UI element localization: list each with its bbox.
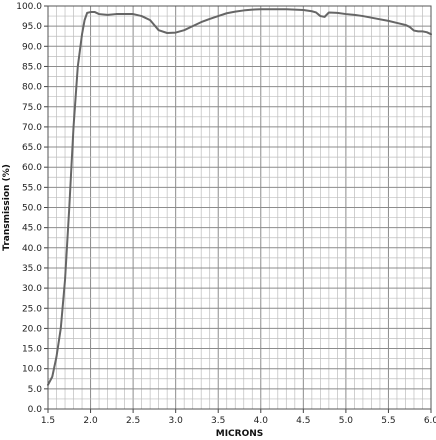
x-tick-label: 1.5	[41, 416, 55, 426]
y-tick-label: 40.0	[22, 244, 42, 254]
y-tick-label: 90.0	[22, 42, 42, 52]
x-tick-label: 5.0	[339, 416, 354, 426]
x-tick-label: 2.5	[126, 416, 140, 426]
y-tick-label: 20.0	[22, 324, 42, 334]
y-tick-label: 55.0	[22, 183, 42, 193]
y-tick-label: 10.0	[22, 365, 42, 375]
x-tick-label: 6.0	[424, 416, 436, 426]
x-tick-label: 4.0	[254, 416, 269, 426]
transmission-line	[47, 8, 432, 386]
y-tick-label: 70.0	[22, 123, 42, 133]
y-tick-label: 85.0	[22, 62, 42, 72]
y-tick-label: 30.0	[22, 284, 42, 294]
y-tick-label: 35.0	[22, 264, 42, 274]
y-tick-label: 100.0	[16, 2, 42, 12]
x-tick-labels: 1.5 2.0 2.5 3.0 3.5 4.0 4.5 5.0 5.5 6.0	[41, 409, 436, 426]
y-tick-label: 95.0	[22, 22, 42, 32]
grid	[47, 5, 432, 410]
y-axis-title: Transmission (%)	[2, 164, 12, 251]
y-tick-labels: 0.0 5.0 10.0 15.0 20.0 25.0 30.0 35.0 40.0 45.0 50…	[16, 2, 48, 415]
y-tick-label: 15.0	[22, 345, 42, 355]
y-tick-label: 65.0	[22, 143, 42, 153]
x-tick-label: 4.5	[296, 416, 310, 426]
y-tick-label: 45.0	[22, 224, 42, 234]
y-tick-label: 75.0	[22, 103, 42, 113]
y-tick-label: 25.0	[22, 304, 42, 314]
x-tick-label: 5.5	[381, 416, 395, 426]
plot-frame	[47, 5, 432, 410]
x-tick-label: 3.0	[169, 416, 184, 426]
x-axis-title: MICRONS	[216, 429, 264, 439]
y-tick-label: 60.0	[22, 163, 42, 173]
x-tick-label: 3.5	[211, 416, 225, 426]
y-tick-label: 5.0	[28, 385, 43, 395]
y-tick-label: 80.0	[22, 83, 42, 93]
x-tick-label: 2.0	[83, 416, 98, 426]
y-tick-label: 0.0	[28, 405, 43, 415]
y-tick-label: 50.0	[22, 204, 42, 214]
